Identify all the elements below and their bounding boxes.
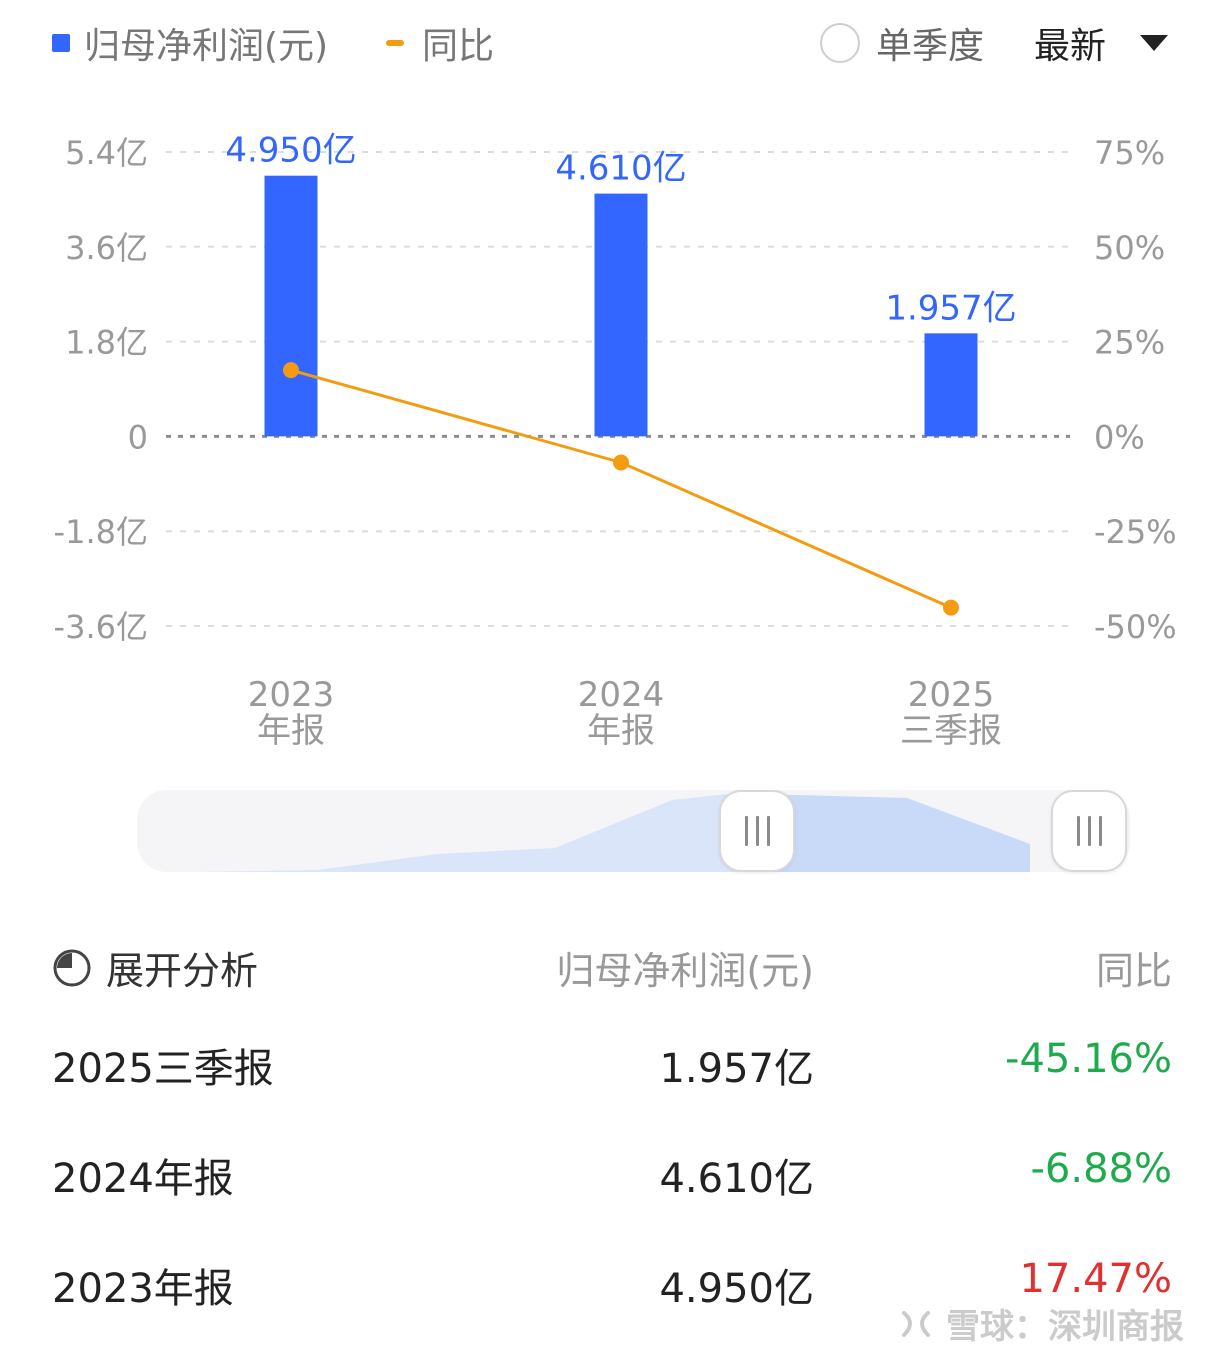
yoy-point [943, 599, 959, 616]
bar-value-label: 4.610亿 [555, 149, 686, 189]
row-value: 1.957亿 [659, 1046, 814, 1092]
y-right-tick-label: 75% [1094, 134, 1165, 172]
sort-dropdown-label: 最新 [1034, 26, 1107, 67]
pie-chart-icon [53, 949, 91, 986]
y-left-tick-label: -1.8亿 [54, 513, 148, 551]
watermark: 雪球：深圳商报 [896, 1298, 1184, 1348]
legend-bar-series[interactable]: 归母净利润(元) [52, 18, 328, 68]
y-right-tick-label: 0% [1094, 418, 1145, 456]
legend-bar-label: 归母净利润(元) [84, 26, 329, 67]
y-left-tick-label: 5.4亿 [65, 134, 148, 172]
table-row[interactable]: 2023年报 4.950亿 17.47% [0, 1228, 1224, 1338]
expand-analysis-label: 展开分析 [106, 949, 259, 993]
slider-handle-start[interactable] [719, 790, 795, 872]
x-tick-sublabel: 三季报 [900, 711, 1002, 751]
y-right-tick-label: -25% [1094, 513, 1177, 551]
row-yoy: -6.88% [1030, 1146, 1172, 1192]
x-tick-sublabel: 年报 [587, 711, 655, 751]
slider-area-selected [757, 794, 1030, 872]
x-tick-label: 2025 [908, 675, 995, 715]
bar [924, 333, 978, 437]
y-right-tick-label: 50% [1094, 229, 1165, 267]
expand-analysis-button[interactable]: 展开分析 [52, 940, 258, 995]
sort-dropdown[interactable]: 最新 [1034, 18, 1169, 68]
x-tick-label: 2024 [578, 675, 665, 715]
y-left-tick-label: 1.8亿 [65, 324, 148, 362]
y-right-tick-label: -50% [1094, 608, 1177, 646]
slider-overview [197, 794, 1030, 872]
range-slider[interactable] [137, 790, 1130, 872]
y-left-tick-label: 3.6亿 [65, 229, 148, 267]
bar-value-label: 4.950亿 [225, 131, 356, 171]
bar [594, 193, 648, 437]
row-period: 2024年报 [52, 1156, 234, 1202]
table-row[interactable]: 2024年报 4.610亿 -6.88% [0, 1118, 1224, 1228]
column-header-value: 归母净利润(元) [556, 949, 814, 993]
table-row[interactable]: 2025三季报 1.957亿 -45.16% [0, 1008, 1224, 1118]
radio-circle-icon[interactable] [820, 23, 860, 63]
single-quarter-toggle[interactable]: 单季度 [820, 18, 984, 68]
legend-line-label: 同比 [422, 26, 495, 67]
caret-down-icon [1140, 35, 1169, 51]
watermark-text: 雪球：深圳商报 [946, 1306, 1184, 1347]
grip-icon [744, 816, 770, 846]
row-yoy: 17.47% [1019, 1256, 1172, 1302]
slider-area-inactive [197, 794, 757, 872]
chart-header: 归母净利润(元) 同比 单季度 最新 [0, 0, 1224, 90]
row-yoy: -45.16% [1005, 1036, 1172, 1082]
x-tick-sublabel: 年报 [257, 711, 325, 751]
y-left-tick-label: -3.6亿 [54, 608, 148, 646]
bar-value-label: 1.957亿 [885, 288, 1016, 328]
row-value: 4.610亿 [659, 1156, 814, 1202]
y-right-tick-label: 25% [1094, 324, 1165, 362]
y-left-tick-label: 0 [128, 418, 148, 456]
row-period: 2025三季报 [52, 1046, 274, 1092]
data-table: 展开分析 归母净利润(元) 同比 2025三季报 1.957亿 -45.16% … [0, 918, 1224, 1338]
legend-line-series[interactable]: 同比 [386, 18, 494, 68]
grip-icon [1076, 816, 1102, 846]
bar [264, 175, 318, 437]
row-period: 2023年报 [52, 1266, 234, 1312]
bar-swatch [52, 34, 70, 52]
row-value: 4.950亿 [659, 1266, 814, 1312]
line-swatch [386, 40, 404, 46]
yoy-point [283, 362, 299, 379]
profit-chart: 5.4亿 75% 3.6亿 50% 1.8亿 25% 0 0% -1.8亿 -25% -3.6亿 -5… [54, 131, 1177, 751]
x-tick-label: 2023 [248, 675, 335, 715]
slider-handle-end[interactable] [1051, 790, 1127, 872]
table-header: 展开分析 归母净利润(元) 同比 [0, 918, 1224, 1008]
single-quarter-label: 单季度 [876, 26, 985, 67]
yoy-point [613, 454, 629, 471]
snowball-logo-icon [902, 1311, 930, 1337]
column-header-yoy: 同比 [1095, 949, 1172, 993]
